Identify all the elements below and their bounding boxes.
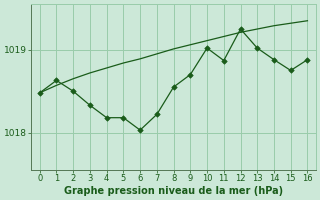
X-axis label: Graphe pression niveau de la mer (hPa): Graphe pression niveau de la mer (hPa)	[64, 186, 283, 196]
